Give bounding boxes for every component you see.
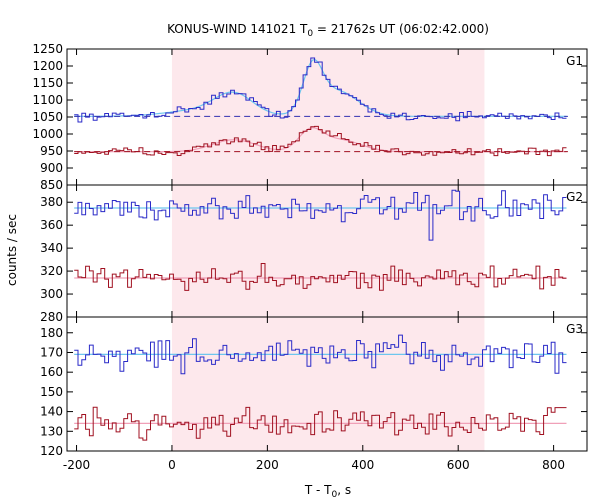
x-tick-label: 800 xyxy=(542,458,565,472)
shaded-interval-g3 xyxy=(171,317,485,451)
y-tick-label-g2: 380 xyxy=(40,195,63,209)
y-tick-label-g3: 130 xyxy=(40,424,63,438)
y-tick-label-g3: 140 xyxy=(40,405,63,419)
y-tick-label-g2: 360 xyxy=(40,218,63,232)
y-axis-label: counts / sec xyxy=(5,214,19,286)
data-step-g2-high xyxy=(74,189,567,241)
y-tick-label-g1: 1150 xyxy=(32,76,63,90)
y-tick-label-g2: 300 xyxy=(40,287,63,301)
data-step-g3-low xyxy=(74,406,567,441)
panel-frame-g3 xyxy=(66,316,588,452)
y-tick-label-g1: 1100 xyxy=(32,93,63,107)
shaded-interval-g2 xyxy=(171,185,485,317)
y-tick-label-g1: 1200 xyxy=(32,59,63,73)
x-tick-label: 600 xyxy=(447,458,470,472)
x-tick-label: -200 xyxy=(63,458,90,472)
y-tick-label-g3: 180 xyxy=(40,326,63,340)
panel-label-g2: G2 xyxy=(566,190,583,204)
y-tick-label-g1: 1050 xyxy=(32,110,63,124)
y-tick-label-g3: 170 xyxy=(40,345,63,359)
data-step-g3-high xyxy=(74,334,567,375)
y-tick-label-g1: 900 xyxy=(40,161,63,175)
chart-title: KONUS-WIND 141021 T0 = 21762s UT (06:02:… xyxy=(167,22,489,39)
data-step-g2-low xyxy=(74,263,567,291)
y-tick-label-g2: 340 xyxy=(40,241,63,255)
x-tick-label: 200 xyxy=(256,458,279,472)
panel-label-g1: G1 xyxy=(566,54,583,68)
panel-label-g3: G3 xyxy=(566,322,583,336)
x-axis-label: T - T0, s xyxy=(304,483,351,500)
y-tick-label-g3: 120 xyxy=(40,444,63,458)
x-tick-label: 400 xyxy=(351,458,374,472)
y-tick-label-g2: 280 xyxy=(40,310,63,324)
data-step-g1-high xyxy=(74,57,567,123)
y-tick-label-g2: 320 xyxy=(40,264,63,278)
shaded-interval-g1 xyxy=(171,49,485,185)
x-tick-label: 0 xyxy=(168,458,176,472)
y-tick-label-g1: 1250 xyxy=(32,42,63,56)
y-tick-label-g3: 150 xyxy=(40,385,63,399)
y-tick-label-g1: 1000 xyxy=(32,127,63,141)
y-tick-label-g1: 850 xyxy=(40,178,63,192)
data-step-g1-low xyxy=(74,125,567,157)
plot-layer: 850900950100010501100115012001250G128030… xyxy=(32,42,588,472)
y-tick-label-g1: 950 xyxy=(40,144,63,158)
y-tick-label-g3: 160 xyxy=(40,365,63,379)
